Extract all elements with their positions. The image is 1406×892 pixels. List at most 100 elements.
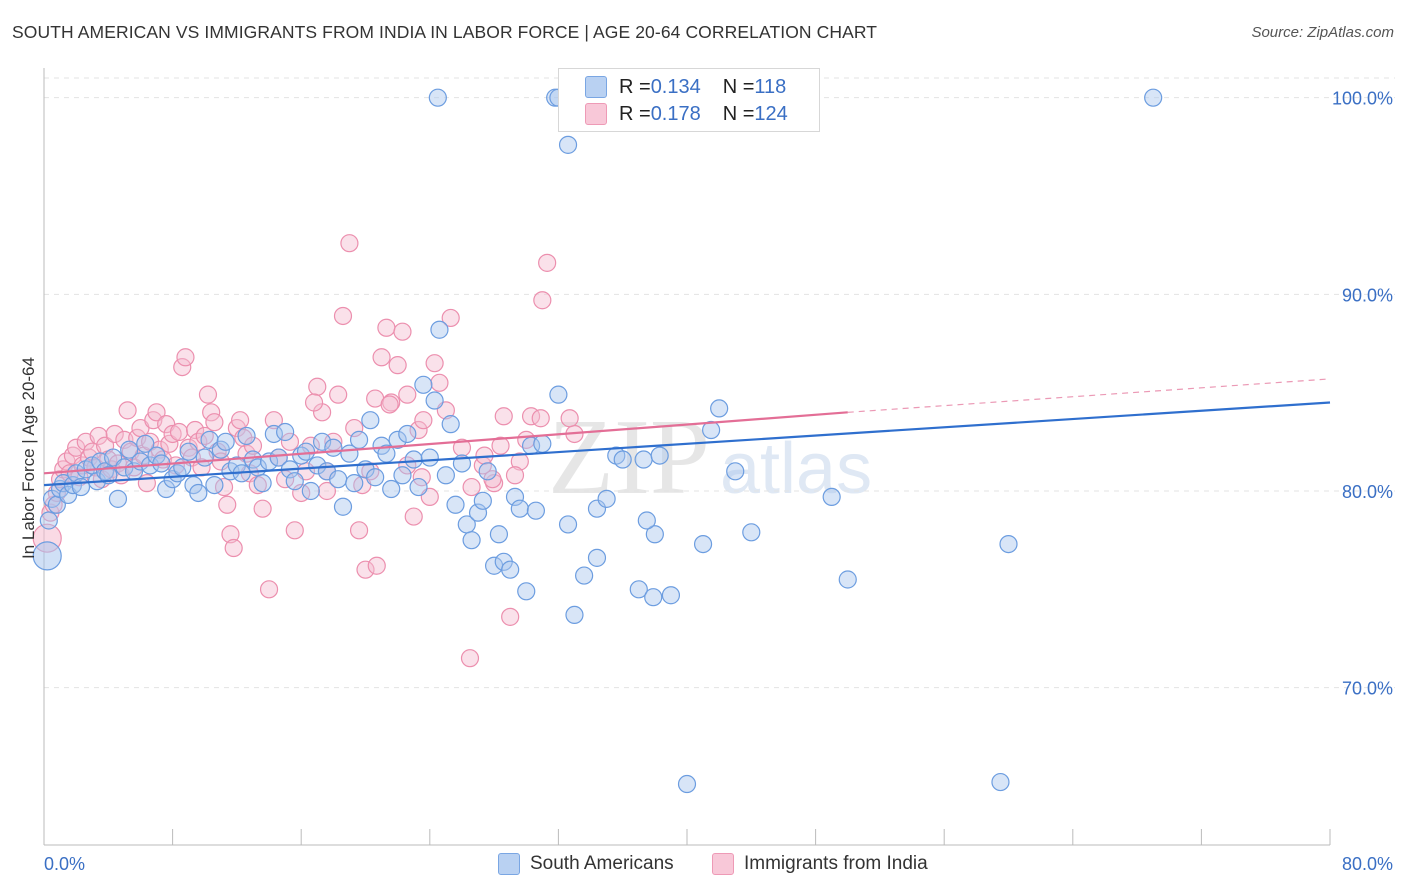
data-point bbox=[710, 399, 729, 418]
south-american-trend-line bbox=[43, 401, 1331, 487]
data-point bbox=[198, 385, 218, 404]
bottom-swatch-pink bbox=[712, 853, 734, 875]
data-point bbox=[71, 477, 91, 497]
bottom-legend-label: Immigrants from India bbox=[744, 853, 928, 874]
data-point bbox=[425, 354, 444, 373]
grid-lines bbox=[44, 77, 1395, 689]
legend-swatch-blue bbox=[585, 76, 607, 98]
data-point bbox=[414, 411, 433, 430]
india-trend-extension bbox=[847, 378, 1331, 413]
bottom-legend-south-americans: South Americans bbox=[498, 851, 674, 877]
data-point bbox=[367, 556, 386, 575]
data-point bbox=[308, 456, 327, 475]
data-point bbox=[264, 424, 283, 444]
data-point bbox=[179, 438, 198, 457]
data-point bbox=[677, 774, 697, 794]
data-point bbox=[253, 474, 272, 493]
data-point bbox=[460, 649, 480, 668]
data-point bbox=[645, 525, 664, 544]
data-point bbox=[221, 525, 240, 544]
data-point bbox=[420, 448, 439, 467]
data-point bbox=[276, 422, 295, 442]
data-point bbox=[510, 499, 529, 518]
south-american-points bbox=[32, 88, 1163, 794]
data-point bbox=[253, 499, 272, 518]
trend-lines bbox=[43, 378, 1331, 487]
data-point bbox=[202, 403, 221, 422]
data-point bbox=[517, 582, 536, 601]
source-credit: Source: ZipAtlas.com bbox=[1251, 24, 1394, 41]
data-point bbox=[99, 466, 118, 485]
data-point bbox=[510, 452, 529, 471]
data-point bbox=[349, 430, 369, 449]
data-point bbox=[105, 424, 124, 444]
data-point bbox=[231, 411, 250, 430]
data-point bbox=[428, 88, 447, 107]
data-point bbox=[163, 424, 182, 444]
data-point bbox=[205, 413, 224, 432]
legend-row-india: R = 0.178 N = 124 bbox=[585, 101, 788, 127]
data-point bbox=[468, 503, 488, 522]
data-point bbox=[446, 495, 465, 514]
data-point bbox=[39, 511, 58, 530]
legend-n-value: 124 bbox=[754, 102, 788, 125]
data-point bbox=[533, 434, 552, 453]
legend-r-label: R = bbox=[619, 75, 651, 98]
legend-n-label: N = bbox=[722, 75, 755, 98]
data-point bbox=[157, 479, 176, 499]
data-point bbox=[205, 476, 224, 495]
legend-row-south-americans: R = 0.134 N = 118 bbox=[585, 74, 786, 100]
y-axis-label: In Labor Force | Age 20-64 bbox=[19, 357, 38, 559]
data-point bbox=[462, 531, 481, 550]
data-point bbox=[613, 450, 632, 469]
legend-r-label: R = bbox=[619, 102, 651, 125]
data-point bbox=[329, 385, 348, 404]
data-point bbox=[393, 322, 412, 341]
data-point bbox=[118, 401, 137, 420]
data-point bbox=[32, 541, 62, 571]
data-point bbox=[269, 448, 288, 467]
y-tick-label: 70.0% bbox=[1342, 679, 1393, 699]
data-point bbox=[412, 468, 431, 487]
data-point bbox=[558, 515, 578, 534]
data-point bbox=[345, 474, 364, 493]
data-point bbox=[838, 570, 857, 589]
data-point bbox=[452, 438, 472, 457]
data-point bbox=[526, 501, 545, 520]
legend-r-value: 0.134 bbox=[650, 75, 701, 98]
data-point bbox=[473, 491, 492, 510]
data-point bbox=[501, 607, 520, 626]
data-point bbox=[312, 432, 332, 451]
data-point bbox=[243, 436, 263, 455]
data-point bbox=[340, 234, 359, 253]
data-point bbox=[163, 470, 182, 489]
data-point bbox=[489, 525, 509, 544]
data-point bbox=[186, 420, 205, 440]
data-point bbox=[195, 448, 214, 467]
data-point bbox=[702, 420, 721, 440]
data-point bbox=[216, 432, 235, 451]
stats-legend: R = 0.134 N = 118 R = 0.178 N = 124 bbox=[558, 68, 820, 132]
data-point bbox=[425, 391, 444, 410]
data-point bbox=[382, 479, 401, 499]
legend-n-label: N = bbox=[722, 102, 755, 125]
data-point bbox=[285, 472, 304, 491]
data-point bbox=[644, 588, 663, 607]
data-point bbox=[501, 560, 520, 579]
data-point bbox=[441, 415, 460, 434]
data-point bbox=[575, 566, 594, 585]
data-point bbox=[1144, 88, 1163, 107]
data-point bbox=[160, 434, 179, 453]
data-point bbox=[345, 418, 364, 438]
data-point bbox=[349, 521, 369, 540]
data-point bbox=[67, 464, 86, 483]
data-point bbox=[264, 411, 283, 430]
data-point bbox=[333, 306, 353, 326]
bottom-legend-india: Immigrants from India bbox=[712, 851, 928, 877]
data-point bbox=[587, 548, 607, 567]
data-point bbox=[329, 470, 348, 489]
y-tick-label: 80.0% bbox=[1342, 482, 1393, 502]
legend-n-value: 118 bbox=[754, 75, 787, 98]
data-point bbox=[650, 446, 669, 465]
